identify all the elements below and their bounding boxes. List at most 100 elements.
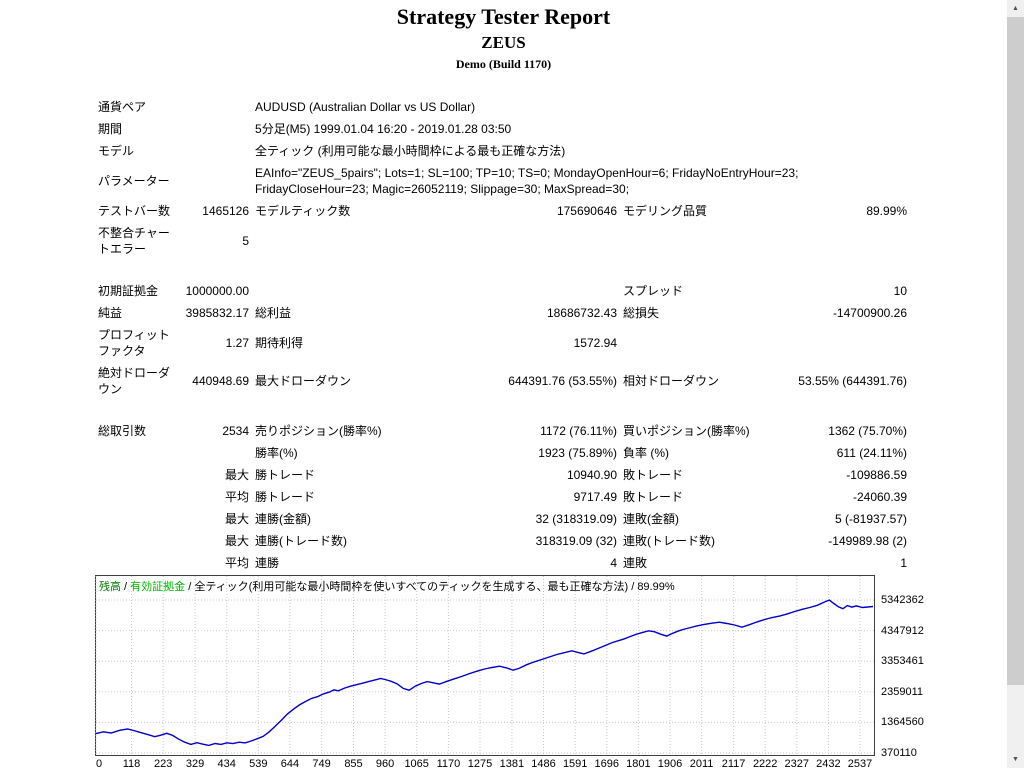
absolute-drawdown-value: 440948.69: [192, 374, 250, 388]
avg-consecutive-losses-label: 連敗: [623, 556, 648, 570]
x-axis-label: 1065: [404, 758, 429, 768]
y-axis-label: 4347912: [881, 624, 924, 637]
x-axis-label: 2432: [816, 758, 841, 768]
balance-line: [95, 599, 874, 747]
largest-loss-trade-label: 敗トレード: [623, 468, 684, 482]
spread-label: スプレッド: [623, 284, 684, 298]
short-positions-value: 1172 (76.11%): [540, 424, 618, 438]
x-axis-label: 960: [375, 758, 395, 768]
x-axis-label: 1170: [436, 758, 461, 768]
table-row: 純益 3985832.17 総利益 18686732.43 総損失 -14700…: [95, 302, 910, 324]
loss-trades-value: 611 (24.11%): [836, 446, 908, 460]
expected-payoff-value: 1572.94: [573, 336, 618, 350]
consecutive-loss-value: -149989.98 (2): [828, 534, 908, 548]
average-label: 平均: [225, 490, 250, 504]
spread-value: 10: [893, 284, 908, 298]
average-profit-trade-value: 9717.49: [573, 490, 618, 504]
symbol-value: AUDUSD (Australian Dollar vs US Dollar): [255, 100, 476, 114]
y-axis-label: 5342362: [881, 594, 924, 606]
table-row: テストバー数 1465126 モデルティック数 175690646 モデリング品…: [95, 200, 910, 222]
table-row: 最大 勝トレード 10940.90 敗トレード -109886.59: [95, 464, 910, 486]
maximal-drawdown-label: 最大ドローダウン: [255, 374, 352, 388]
maximal-drawdown-value: 644391.76 (53.55%): [508, 374, 618, 388]
mismatch-label: 不整合チャートエラー: [98, 226, 170, 256]
deposit-value: 1000000.00: [185, 284, 250, 298]
gross-loss-value: -14700900.26: [832, 306, 908, 320]
x-axis-label: 223: [154, 758, 173, 768]
table-row: 通貨ペア AUDUSD (Australian Dollar vs US Dol…: [95, 96, 910, 118]
profit-factor-label: プロフィットファクタ: [98, 328, 170, 358]
largest-loss-trade-value: -109886.59: [846, 468, 908, 482]
profit-factor-value: 1.27: [225, 336, 250, 350]
model-value: 全ティック (利用可能な最小時間枠による最も正確な方法): [255, 144, 566, 158]
x-axis-label: 2327: [784, 758, 810, 768]
period-value: 5分足(M5) 1999.01.04 16:20 - 2019.01.28 03…: [255, 122, 512, 136]
table-row: 初期証拠金 1000000.00 スプレッド 10: [95, 280, 910, 302]
x-axis-label: 1486: [531, 758, 556, 768]
deposit-label: 初期証拠金: [98, 284, 159, 298]
quality-value: 89.99%: [866, 204, 908, 218]
avg-consecutive-losses-value: 1: [900, 556, 908, 570]
model-label: モデル: [98, 144, 135, 158]
x-axis-label: 434: [217, 758, 236, 768]
bars-value: 1465126: [202, 204, 250, 218]
x-axis-label: 1275: [467, 758, 493, 768]
net-profit-label: 純益: [98, 306, 123, 320]
x-axis-label: 0: [96, 758, 103, 768]
table-row: モデル 全ティック (利用可能な最小時間枠による最も正確な方法): [95, 140, 910, 162]
up-arrow-icon: ▲: [1012, 5, 1019, 12]
legend-separator: /: [185, 581, 195, 593]
y-axis-label: 3353461: [881, 655, 924, 668]
relative-drawdown-value: 53.55% (644391.76): [798, 374, 908, 388]
bars-label: テストバー数: [98, 204, 171, 218]
relative-drawdown-label: 相対ドローダウン: [623, 374, 720, 388]
table-row: 不整合チャートエラー 5: [95, 222, 910, 260]
max-consecutive2-label: 最大: [225, 534, 250, 548]
legend-balance: 残高: [99, 581, 121, 593]
y-axis-label: 2359011: [881, 685, 924, 698]
table-row: 期間 5分足(M5) 1999.01.04 16:20 - 2019.01.28…: [95, 118, 910, 140]
ticks-label: モデルティック数: [255, 204, 351, 218]
vertical-scrollbar[interactable]: ▲ ▼: [1007, 0, 1024, 768]
average-profit-trade-label: 勝トレード: [255, 490, 316, 504]
legend-quality: 89.99%: [637, 581, 675, 593]
table-row: 最大 連勝(トレード数) 318319.09 (32) 連敗(トレード数) -1…: [95, 530, 910, 552]
legend-separator: /: [628, 581, 638, 593]
legend-equity: 有効証拠金: [130, 581, 186, 593]
consecutive-losses-label: 連敗(金額): [623, 512, 680, 526]
scrollbar-thumb[interactable]: [1007, 17, 1024, 685]
parameters-label: パラメーター: [98, 174, 170, 188]
y-axis-label: 370110: [881, 747, 917, 759]
loss-trades-label: 負率 (%): [623, 446, 670, 460]
absolute-drawdown-label: 絶対ドローダウン: [98, 366, 171, 396]
x-axis-label: 1696: [594, 758, 620, 768]
page-title: Strategy Tester Report: [396, 4, 611, 29]
gross-profit-value: 18686732.43: [546, 306, 618, 320]
net-profit-value: 3985832.17: [185, 306, 250, 320]
scroll-down-button[interactable]: ▼: [1007, 751, 1024, 768]
x-axis-label: 2222: [752, 758, 778, 768]
chart-legend: 残高 / 有効証拠金 / 全ティック(利用可能な最小時間枠を使いすべてのティック…: [99, 578, 675, 594]
balance-chart: 残高 / 有効証拠金 / 全ティック(利用可能な最小時間枠を使いすべてのティック…: [95, 575, 1007, 768]
legend-model: 全ティック(利用可能な最小時間枠を使いすべてのティックを生成する、最も正確な方法…: [194, 581, 629, 593]
avg-consecutive-label: 平均: [225, 556, 250, 570]
period-label: 期間: [98, 122, 123, 136]
x-axis-label: 1801: [626, 758, 651, 768]
x-axis-label: 2011: [689, 758, 714, 768]
table-row: 勝率(%) 1923 (75.89%) 負率 (%) 611 (24.11%): [95, 442, 910, 464]
scroll-up-button[interactable]: ▲: [1007, 0, 1024, 17]
max-consecutive-label: 最大: [225, 512, 250, 526]
x-axis-label: 2537: [847, 758, 873, 768]
profit-trades-label: 勝率(%): [255, 446, 298, 460]
consecutive-profit-label: 連勝(トレード数): [255, 534, 348, 548]
x-axis-label: 1591: [562, 758, 588, 768]
table-row: 最大 連勝(金額) 32 (318319.09) 連敗(金額) 5 (-8193…: [95, 508, 910, 530]
legend-separator: /: [121, 581, 131, 593]
table-row: 平均 勝トレード 9717.49 敗トレード -24060.39: [95, 486, 910, 508]
x-axis-label: 644: [280, 758, 300, 768]
short-positions-label: 売りポジション(勝率%): [255, 424, 382, 438]
x-axis-label: 749: [312, 758, 331, 768]
report-table: 通貨ペア AUDUSD (Australian Dollar vs US Dol…: [95, 96, 910, 574]
largest-profit-trade-label: 勝トレード: [255, 468, 316, 482]
